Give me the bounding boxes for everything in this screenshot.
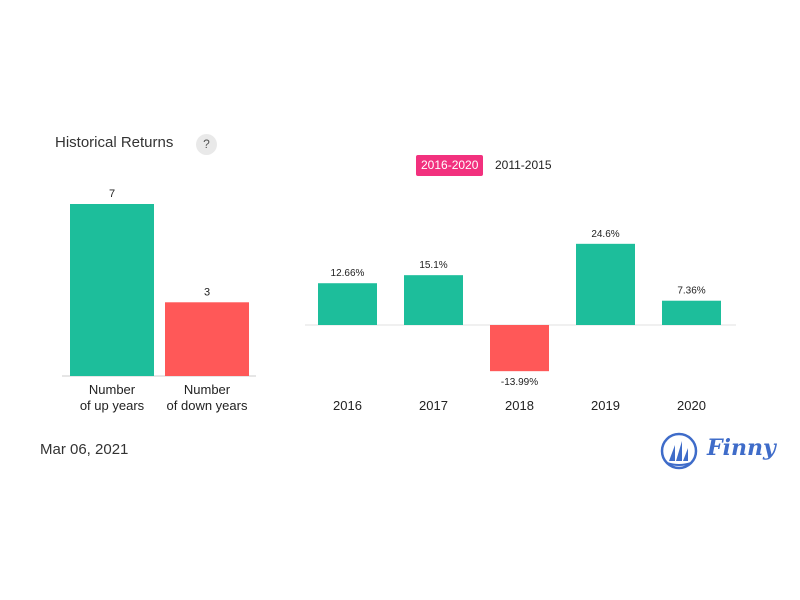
year-label-2020: 2020 [677, 398, 706, 413]
as-of-date: Mar 06, 2021 [40, 441, 129, 458]
category-label-0-1: of up years [80, 398, 145, 413]
year-label-2016: 2016 [333, 398, 362, 413]
bar-2017 [404, 275, 463, 325]
bar-1 [165, 302, 249, 376]
help-button[interactable]: ? [196, 134, 217, 155]
data-label-2018: -13.99% [501, 377, 538, 388]
data-label-2019: 24.6% [591, 229, 619, 240]
data-label-1: 3 [204, 286, 210, 298]
tab-2016-2020[interactable]: 2016-2020 [416, 155, 484, 176]
finny-logo: Finny [660, 432, 776, 472]
sailboat-icon [660, 432, 698, 470]
brand-name: Finny [707, 435, 776, 461]
data-label-2016: 12.66% [331, 268, 365, 279]
year-label-2017: 2017 [419, 398, 448, 413]
tab-2011-2015[interactable]: 2011-2015 [495, 158, 552, 172]
data-label-0: 7 [109, 188, 115, 200]
chart-title: Historical Returns [55, 134, 174, 151]
year-label-2019: 2019 [591, 398, 620, 413]
data-label-2017: 15.1% [419, 260, 447, 271]
bar-2016 [318, 283, 377, 325]
category-label-1-1: of down years [167, 398, 248, 413]
data-label-2020: 7.36% [677, 286, 705, 297]
bar-0 [70, 204, 154, 376]
year-label-2018: 2018 [505, 398, 534, 413]
category-label-1-0: Number [184, 382, 231, 397]
bar-2019 [576, 243, 635, 325]
bar-2020 [662, 300, 721, 325]
category-label-0-0: Number [89, 382, 136, 397]
bar-2018 [490, 325, 549, 372]
